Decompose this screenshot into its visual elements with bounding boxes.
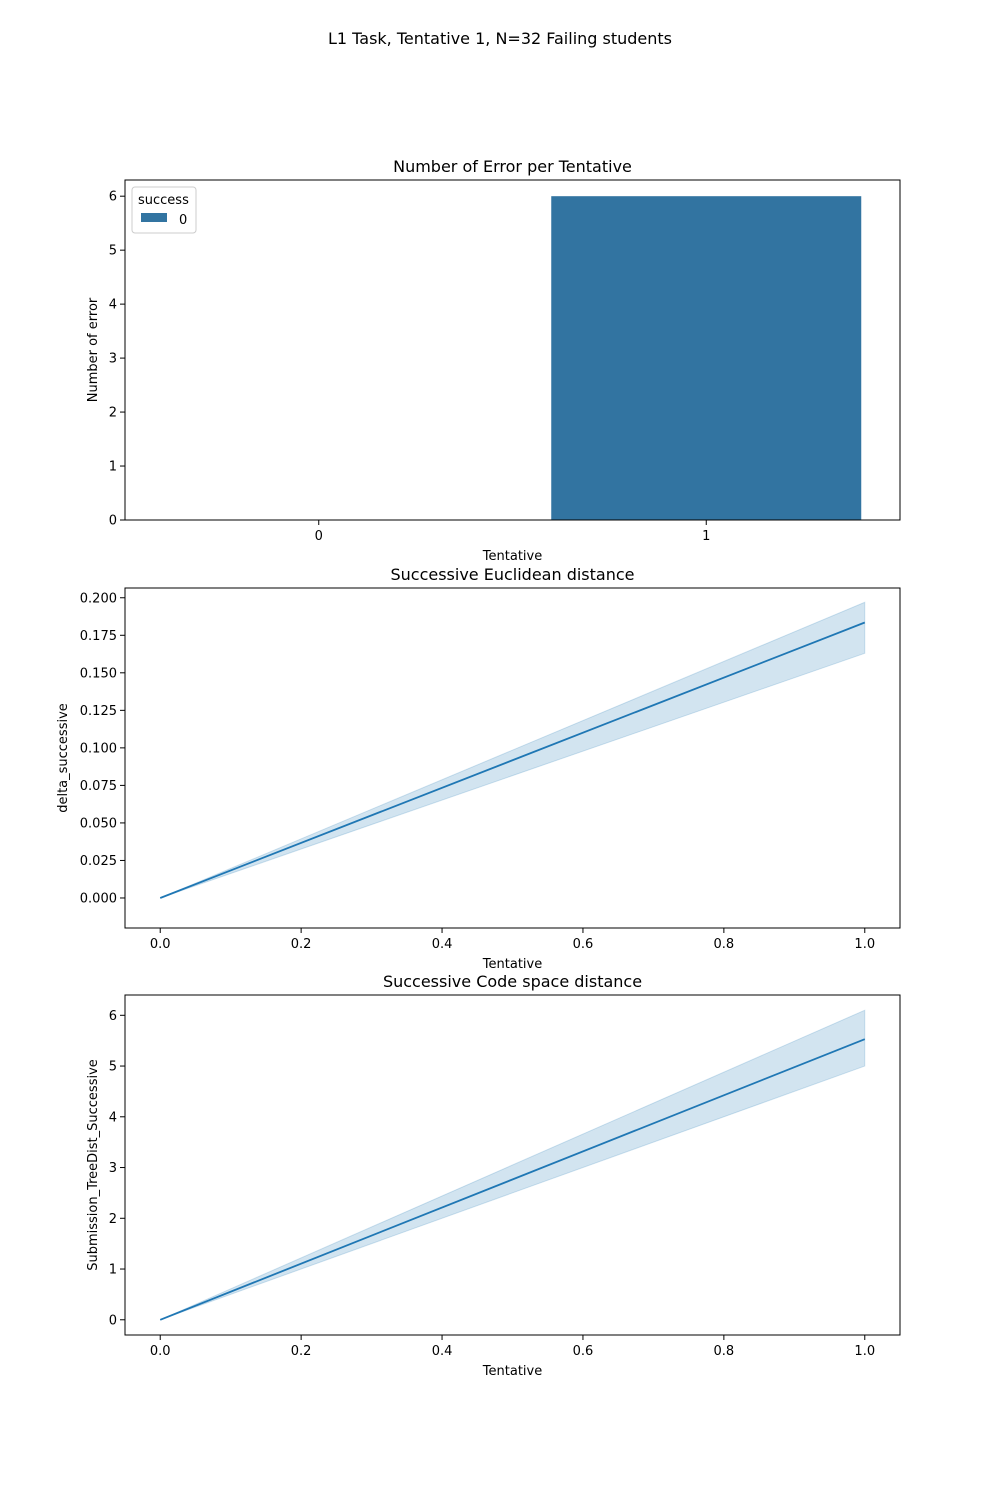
plot-frame xyxy=(124,587,901,929)
x-tick-label: 0 xyxy=(315,529,323,544)
chart-title: Successive Code space distance xyxy=(383,972,642,991)
y-tick-label: 0.125 xyxy=(80,704,117,719)
y-tick-label: 5 xyxy=(109,244,117,259)
y-tick-label: 1 xyxy=(109,1263,117,1278)
x-tick-label: 0.8 xyxy=(714,1344,735,1359)
legend-swatch xyxy=(141,213,167,222)
x-tick-label: 1 xyxy=(702,529,710,544)
y-axis-label: Number of error xyxy=(86,297,101,402)
x-tick-label: 0.6 xyxy=(573,1344,594,1359)
y-tick-label: 2 xyxy=(109,406,117,421)
x-tick-label: 0.0 xyxy=(150,937,171,952)
legend-title: success xyxy=(138,193,189,208)
x-tick-label: 0.2 xyxy=(291,937,312,952)
bar-1 xyxy=(551,196,862,520)
y-tick-label: 2 xyxy=(109,1212,117,1227)
legend-entry: 0 xyxy=(179,213,187,228)
y-tick-label: 0.175 xyxy=(80,629,117,644)
confidence-band xyxy=(160,601,866,899)
y-tick-label: 0.200 xyxy=(80,591,117,606)
y-tick-label: 1 xyxy=(109,460,117,475)
y-tick-label: 3 xyxy=(109,1161,117,1176)
figure-suptitle: L1 Task, Tentative 1, N=32 Failing stude… xyxy=(328,29,672,48)
plot-frame xyxy=(124,179,901,521)
y-tick-label: 0.150 xyxy=(80,666,117,681)
y-tick-label: 0 xyxy=(109,1313,117,1328)
chart-title: Successive Euclidean distance xyxy=(390,565,634,584)
x-tick-label: 1.0 xyxy=(854,1344,875,1359)
chart-euclidean-distance: 0.000 0.025 0.050 0.075 0.100 0.125 0.150 0.175… xyxy=(56,565,901,972)
y-tick-label: 0.000 xyxy=(80,891,117,906)
x-tick-label: 0.4 xyxy=(432,1344,453,1359)
chart-code-space-distance: 0 1 2 3 4 5 6 Submission_TreeDist_Successive 0.0… xyxy=(86,972,901,1379)
y-tick-label: 0 xyxy=(109,514,117,529)
y-axis-label: delta_successive xyxy=(56,703,71,813)
y-tick-label: 0.075 xyxy=(80,779,117,794)
x-tick-label: 0.6 xyxy=(573,937,594,952)
y-tick-label: 5 xyxy=(109,1060,117,1075)
chart-error-per-tentative: 0 1 2 3 4 5 6 Number of error 0 1 Number of Error … xyxy=(86,157,901,564)
chart-title: Number of Error per Tentative xyxy=(393,157,632,176)
x-axis-label: Tentative xyxy=(482,549,542,564)
y-tick-label: 4 xyxy=(109,298,117,313)
x-axis-label: Tentative xyxy=(482,1364,542,1379)
series-line xyxy=(159,621,866,899)
y-tick-label: 4 xyxy=(109,1110,117,1125)
legend: success 0 xyxy=(131,186,197,234)
series-line xyxy=(159,1038,866,1321)
y-tick-label: 6 xyxy=(109,190,117,205)
x-tick-label: 0.8 xyxy=(714,937,735,952)
plot-frame xyxy=(124,994,901,1336)
x-tick-label: 0.0 xyxy=(150,1344,171,1359)
x-tick-label: 1.0 xyxy=(854,937,875,952)
y-tick-label: 0.025 xyxy=(80,854,117,869)
x-axis-label: Tentative xyxy=(482,957,542,972)
y-tick-label: 6 xyxy=(109,1009,117,1024)
x-tick-label: 0.2 xyxy=(291,1344,312,1359)
x-tick-label: 0.4 xyxy=(432,937,453,952)
y-tick-label: 0.050 xyxy=(80,816,117,831)
y-tick-label: 0.100 xyxy=(80,741,117,756)
y-axis-label: Submission_TreeDist_Successive xyxy=(86,1059,101,1271)
y-tick-label: 3 xyxy=(109,352,117,367)
confidence-band xyxy=(160,1009,866,1321)
